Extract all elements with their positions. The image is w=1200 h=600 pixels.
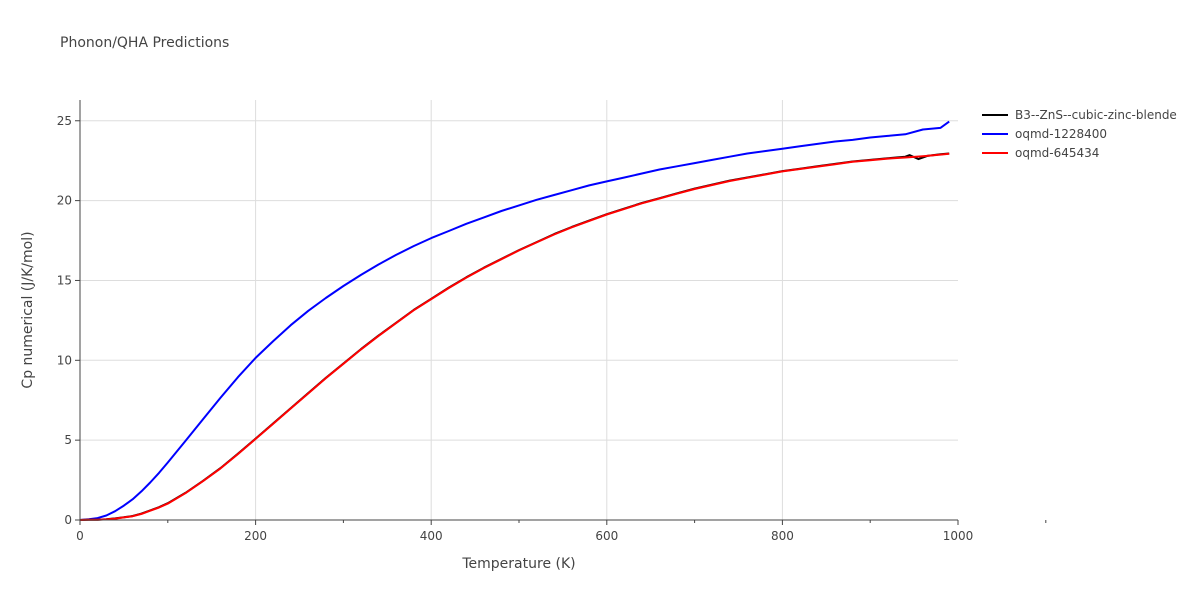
x-tick-label: 200 [244,529,267,543]
legend-item[interactable]: oqmd-1228400 [982,127,1107,141]
y-tick-label: 10 [57,353,72,367]
axes [75,100,1047,525]
legend-item[interactable]: B3--ZnS--cubic-zinc-blende [982,108,1177,122]
x-axis-title: Temperature (K) [461,556,575,572]
y-tick-label: 5 [64,433,72,447]
grid [80,100,958,520]
y-tick-label: 20 [57,194,72,208]
series-line-b3-zns-cubic-zinc-blende [79,152,950,521]
legend[interactable]: B3--ZnS--cubic-zinc-blende oqmd-1228400 oq… [982,108,1177,160]
tick-labels: 0 200 400 600 800 1000 0 5 10 15 20 25 [57,114,974,543]
legend-item[interactable]: oqmd-645434 [982,146,1099,160]
series-line-oqmd-645434 [79,152,950,521]
legend-label: oqmd-645434 [1015,146,1099,160]
series-line-oqmd-1228400 [79,120,950,521]
y-axis-title: Cp numerical (J/K/mol) [20,231,36,388]
x-tick-label: 600 [595,529,618,543]
x-tick-label: 400 [420,529,443,543]
legend-label: oqmd-1228400 [1015,127,1107,141]
y-tick-label: 25 [57,114,72,128]
x-tick-label: 1000 [943,529,974,543]
series-layer [79,120,950,521]
y-tick-label: 15 [57,273,72,287]
x-tick-label: 800 [771,529,794,543]
chart-title: Phonon/QHA Predictions [60,35,230,51]
legend-label: B3--ZnS--cubic-zinc-blende [1015,108,1177,122]
x-tick-label: 0 [76,529,84,543]
y-tick-label: 0 [64,513,72,527]
